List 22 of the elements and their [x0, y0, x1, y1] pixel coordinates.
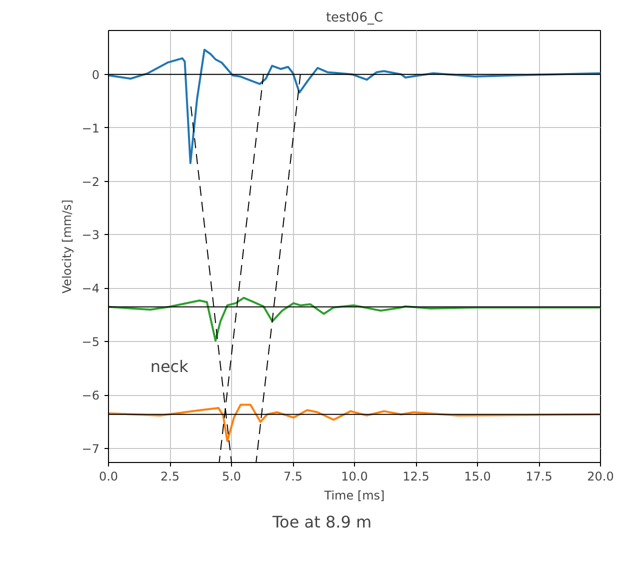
x-tick-label: 17.5: [526, 470, 552, 484]
y-tick-label: −3: [82, 228, 100, 242]
y-tick-label: −4: [82, 282, 100, 296]
x-tick-label: 10.0: [341, 470, 368, 484]
x-tick-label: 5.0: [222, 470, 242, 484]
y-tick-label: −6: [82, 388, 100, 403]
x-tick-label: 12.5: [402, 470, 430, 484]
y-tick-label: −7: [82, 442, 100, 456]
x-tick-label: 0.0: [98, 470, 118, 484]
y-tick-label: 0: [92, 68, 100, 82]
text: Toe at 8.9 m: [272, 512, 372, 532]
y-tick-label: −5: [82, 335, 100, 350]
x-tick-label: 20.0: [587, 470, 614, 484]
chart-title: test06_C: [326, 10, 384, 26]
y-tick-label: −1: [82, 121, 100, 136]
x-tick-label: 2.5: [160, 470, 180, 484]
x-tick-label: 15.0: [464, 470, 491, 484]
y-tick-label: −2: [82, 174, 100, 189]
x-axis-title: Time [ms]: [323, 488, 385, 502]
y-axis-title: Velocity [mm/s]: [60, 200, 74, 294]
x-tick-label: 7.5: [283, 470, 303, 484]
annotation: neck: [150, 356, 190, 376]
